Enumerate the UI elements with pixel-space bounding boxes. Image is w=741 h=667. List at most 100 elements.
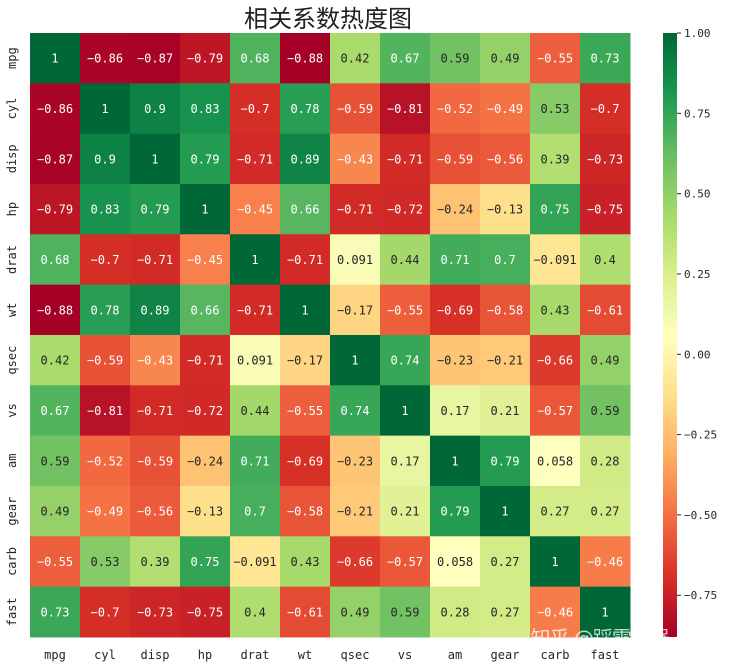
heatmap-cell xyxy=(130,234,181,286)
cell-annotation: 1 xyxy=(251,253,258,267)
heatmap-cell xyxy=(30,284,81,336)
cell-annotation: −0.21 xyxy=(337,505,373,519)
cell-annotation: 0.17 xyxy=(441,404,470,418)
cell-annotation: 0.42 xyxy=(41,354,70,368)
cell-annotation: −0.7 xyxy=(91,605,120,619)
heatmap-cell xyxy=(380,183,431,235)
heatmap-cell xyxy=(230,485,281,537)
cell-annotation: −0.75 xyxy=(187,605,223,619)
cell-annotation: 1 xyxy=(301,303,308,317)
cell-annotation: 0.59 xyxy=(441,52,470,66)
heatmap-cell xyxy=(230,183,281,235)
cell-annotation: 0.42 xyxy=(341,52,370,66)
heatmap-cell xyxy=(80,284,131,336)
cell-annotation: −0.49 xyxy=(487,102,523,116)
cell-annotation: 0.83 xyxy=(91,203,120,217)
heatmap-cell xyxy=(580,183,631,235)
heatmap-cell xyxy=(80,33,131,84)
cell-annotation: 0.71 xyxy=(241,454,270,468)
heatmap-cell xyxy=(430,385,481,437)
heatmap-cell xyxy=(80,234,131,286)
heatmap-cell xyxy=(580,435,631,487)
heatmap-cell xyxy=(330,284,381,336)
colorbar-tick-label: 0.50 xyxy=(684,188,711,201)
heatmap-cell xyxy=(330,586,381,638)
heatmap-cell xyxy=(480,183,531,235)
cell-annotation: 0.78 xyxy=(91,303,120,317)
heatmap-cell xyxy=(530,485,581,537)
colorbar-tick-label: 0.25 xyxy=(684,268,711,281)
heatmap-cell xyxy=(230,33,281,84)
cell-annotation: −0.71 xyxy=(337,203,373,217)
heatmap-cell xyxy=(280,536,331,588)
cell-annotation: −0.69 xyxy=(287,454,323,468)
cell-annotation: 1 xyxy=(551,555,558,569)
heatmap-cell xyxy=(330,183,381,235)
heatmap-cell xyxy=(80,536,131,588)
cell-annotation: −0.46 xyxy=(587,555,623,569)
cell-annotation: 0.66 xyxy=(191,303,220,317)
heatmap-cell xyxy=(430,334,481,386)
cell-annotation: 0.058 xyxy=(437,555,473,569)
cell-annotation: 1 xyxy=(601,605,608,619)
cell-annotation: −0.46 xyxy=(537,605,573,619)
heatmap-cell xyxy=(230,536,281,588)
heatmap-cell xyxy=(330,83,381,135)
cell-annotation: 0.44 xyxy=(241,404,270,418)
heatmap-cell xyxy=(430,536,481,588)
cell-annotation: −0.88 xyxy=(37,303,73,317)
heatmap-cell xyxy=(180,385,231,437)
heatmap-cell xyxy=(380,284,431,336)
cell-annotation: −0.7 xyxy=(91,253,120,267)
heatmap-cell xyxy=(530,83,581,135)
cell-annotation: 0.68 xyxy=(241,52,270,66)
cell-annotation: −0.52 xyxy=(87,454,123,468)
cell-annotation: −0.71 xyxy=(137,253,173,267)
cell-annotation: −0.87 xyxy=(137,52,173,66)
heatmap-cell xyxy=(180,83,231,135)
cell-annotation: 0.89 xyxy=(291,152,320,166)
watermark: 知乎 @踩雷机器人028 xyxy=(530,626,724,650)
cell-annotation: −0.59 xyxy=(437,152,473,166)
x-tick-label: vs xyxy=(398,648,412,662)
heatmap-cell xyxy=(480,385,531,437)
heatmap-cell xyxy=(230,334,281,386)
heatmap-cell xyxy=(430,586,481,638)
heatmap-cell xyxy=(30,385,81,437)
cell-annotation: 0.27 xyxy=(491,555,520,569)
heatmap-cell xyxy=(180,183,231,235)
heatmap-cell xyxy=(130,385,181,437)
cell-annotation: 0.39 xyxy=(141,555,170,569)
cell-annotation: −0.61 xyxy=(587,303,623,317)
heatmap-cell xyxy=(430,435,481,487)
heatmap-cell xyxy=(480,83,531,135)
heatmap-cell xyxy=(80,334,131,386)
y-tick-label: carb xyxy=(5,547,19,576)
heatmap-cell xyxy=(480,435,531,487)
cell-annotation: 0.79 xyxy=(441,505,470,519)
cell-annotation: 0.78 xyxy=(291,102,320,116)
cell-annotation: −0.71 xyxy=(187,354,223,368)
heatmap-cell xyxy=(530,536,581,588)
cell-annotation: 0.28 xyxy=(441,605,470,619)
cell-annotation: 0.71 xyxy=(441,253,470,267)
cell-annotation: −0.71 xyxy=(287,253,323,267)
x-tick-label: gear xyxy=(491,648,520,662)
y-tick-label: am xyxy=(5,454,19,468)
heatmap-cell xyxy=(480,234,531,286)
heatmap-cell xyxy=(130,133,181,185)
heatmap-cell xyxy=(530,435,581,487)
colorbar xyxy=(663,33,677,637)
cell-annotation: −0.79 xyxy=(37,203,73,217)
cell-annotation: −0.66 xyxy=(337,555,373,569)
heatmap-cell xyxy=(380,586,431,638)
heatmap-cell xyxy=(580,234,631,286)
cell-annotation: −0.52 xyxy=(437,102,473,116)
y-tick-label: gear xyxy=(5,497,19,526)
heatmap-cell xyxy=(330,133,381,185)
y-tick-label: mpg xyxy=(5,47,19,69)
heatmap-cell xyxy=(180,485,231,537)
heatmap-cell xyxy=(280,234,331,286)
heatmap-cell xyxy=(430,83,481,135)
